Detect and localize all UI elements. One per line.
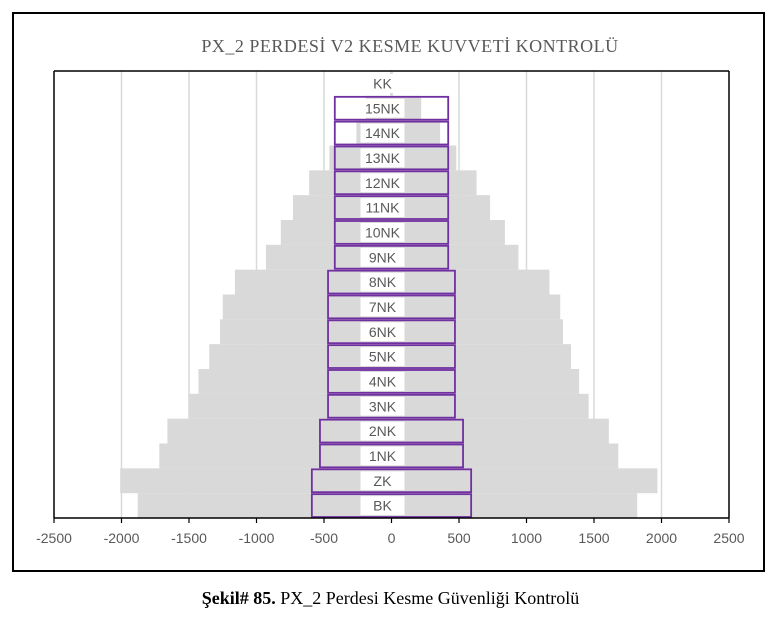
figure-caption: Şekil# 85. PX_2 Perdesi Kesme Güvenliği … (0, 588, 781, 609)
category-label-bg (360, 396, 405, 416)
purple-bar-2NK (319, 418, 464, 444)
category-label: 3NK (369, 398, 397, 414)
purple-bar-14NK (333, 120, 450, 146)
axes (53, 70, 730, 523)
category-label: 6NK (369, 324, 397, 340)
category-label: ZK (374, 473, 393, 489)
category-label: 2NK (369, 423, 397, 439)
category-label-bg (360, 471, 405, 491)
category-labels: KK 15NK 14NK 13NK 12NK 11NK 10NK 9NK 8NK 7NK 6NK 5N… (360, 74, 405, 515)
category-label-bg (360, 496, 405, 515)
purple-bar-6NK (327, 319, 456, 345)
caption-text: PX_2 Perdesi Kesme Güvenliği Kontrolü (275, 588, 580, 608)
x-tick-label: 1000 (511, 530, 542, 546)
x-tick-label: 1500 (578, 530, 609, 546)
category-label-bg (360, 123, 405, 143)
category-label: 5NK (369, 349, 397, 365)
purple-bar-3NK (327, 393, 456, 419)
purple-bar-12NK (333, 170, 450, 196)
x-tick-label: 0 (388, 530, 396, 546)
x-tick-label: 2000 (646, 530, 677, 546)
category-label-bg (360, 148, 405, 168)
x-tick-label: -2500 (36, 530, 72, 546)
x-tick-label: -2000 (104, 530, 140, 546)
category-label-bg (360, 421, 405, 441)
category-label: KK (373, 75, 392, 91)
category-label: 7NK (369, 299, 397, 315)
category-label: 8NK (369, 274, 397, 290)
purple-bar-10NK (333, 220, 450, 245)
category-label-bg (360, 247, 405, 267)
chart-svg: PX_2 PERDESİ V2 KESME KUVVETİ KONTROLÜ K… (36, 36, 745, 546)
purple-bar-13NK (333, 145, 450, 171)
category-label-bg (360, 347, 405, 366)
category-label-bg (360, 74, 405, 93)
purple-bar-9NK (333, 244, 450, 270)
caption-label: Şekil# 85. (201, 588, 276, 608)
purple-bar-11NK (333, 195, 450, 220)
chart-title: PX_2 PERDESİ V2 KESME KUVVETİ KONTROLÜ (201, 36, 618, 56)
purple-bar-8NK (327, 269, 456, 295)
category-label-bg (360, 446, 405, 466)
category-label: 13NK (365, 150, 401, 166)
category-label: 11NK (366, 200, 401, 216)
category-label: 9NK (369, 249, 397, 265)
purple-bar-4NK (327, 369, 456, 394)
x-tick-label: 500 (447, 530, 471, 546)
x-tick-label: -1000 (239, 530, 275, 546)
purple-bar-ZK (310, 468, 473, 494)
category-label-bg (360, 198, 405, 217)
x-tick-labels: -2500 -2000 -1500 -1000 -500 0 500 1000 1500 2000… (36, 530, 745, 546)
purple-bar-15NK (333, 95, 450, 121)
category-label-bg (360, 98, 405, 118)
category-label-bg (360, 372, 405, 391)
purple-bar-5NK (327, 344, 456, 369)
purple-bar-BK (310, 493, 473, 518)
purple-bar-1NK (319, 443, 464, 469)
category-label: 14NK (365, 125, 401, 141)
category-label: 12NK (365, 175, 401, 191)
x-tick-label: 2500 (713, 530, 744, 546)
category-label-bg (360, 297, 405, 317)
purple-bars (310, 95, 473, 518)
category-label: 1NK (369, 448, 397, 464)
category-label-bg (360, 173, 405, 193)
category-label-bg (360, 223, 405, 242)
category-label: BK (373, 498, 392, 514)
chart-frame: PX_2 PERDESİ V2 KESME KUVVETİ KONTROLÜ K… (12, 12, 765, 572)
category-label: 15NK (365, 100, 401, 116)
category-label-bg (360, 272, 405, 292)
category-label: 4NK (369, 373, 397, 389)
x-tick-label: -500 (310, 530, 338, 546)
x-tick-label: -1500 (171, 530, 207, 546)
category-label: 10NK (365, 224, 401, 240)
purple-bar-7NK (327, 294, 456, 320)
category-label-bg (360, 322, 405, 342)
